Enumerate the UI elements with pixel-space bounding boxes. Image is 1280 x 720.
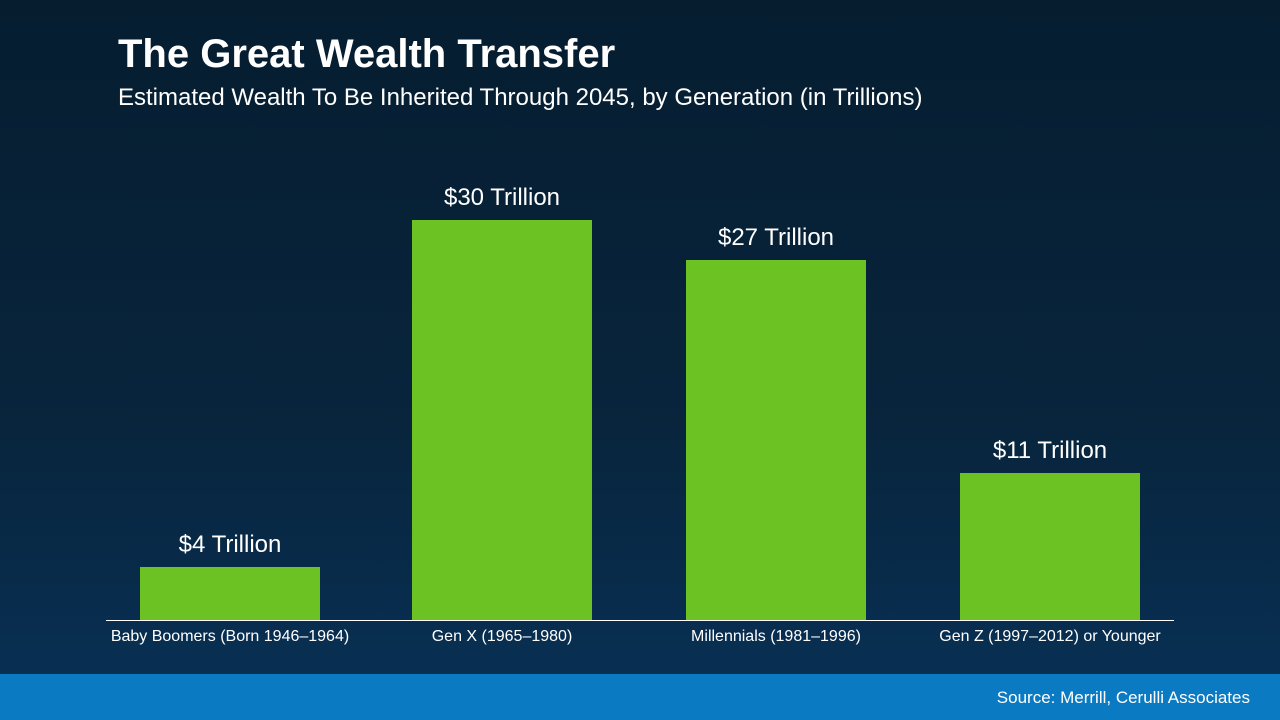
bar-value-label: $11 Trillion bbox=[993, 437, 1107, 465]
bar bbox=[140, 567, 320, 620]
source-text: Source: Merrill, Cerulli Associates bbox=[997, 688, 1250, 708]
slide: The Great Wealth Transfer Estimated Weal… bbox=[0, 0, 1280, 720]
bar bbox=[412, 220, 592, 620]
bar-group: $11 Trillion bbox=[960, 437, 1140, 620]
chart-plot-area: $4 Trillion $30 Trillion $27 Trillion $11 T… bbox=[100, 160, 1180, 620]
x-axis-label: Gen X (1965–1980) bbox=[432, 628, 573, 646]
x-axis-label: Baby Boomers (Born 1946–1964) bbox=[111, 628, 349, 646]
bar-value-label: $4 Trillion bbox=[179, 531, 282, 559]
x-axis-label: Millennials (1981–1996) bbox=[691, 628, 861, 646]
x-axis-line bbox=[106, 620, 1174, 621]
bar-group: $4 Trillion bbox=[140, 531, 320, 620]
bar-group: $27 Trillion bbox=[686, 224, 866, 620]
slide-subtitle: Estimated Wealth To Be Inherited Through… bbox=[118, 84, 922, 112]
bar-value-label: $27 Trillion bbox=[718, 224, 834, 252]
bar bbox=[960, 473, 1140, 620]
slide-title: The Great Wealth Transfer bbox=[118, 32, 615, 77]
bar bbox=[686, 260, 866, 620]
bar-group: $30 Trillion bbox=[412, 184, 592, 620]
bar-chart: $4 Trillion $30 Trillion $27 Trillion $11 T… bbox=[100, 160, 1180, 620]
x-axis-label: Gen Z (1997–2012) or Younger bbox=[939, 628, 1161, 646]
footer-bar: Source: Merrill, Cerulli Associates bbox=[0, 674, 1280, 720]
bar-value-label: $30 Trillion bbox=[444, 184, 560, 212]
x-axis-labels: Baby Boomers (Born 1946–1964) Gen X (1965… bbox=[100, 628, 1180, 658]
